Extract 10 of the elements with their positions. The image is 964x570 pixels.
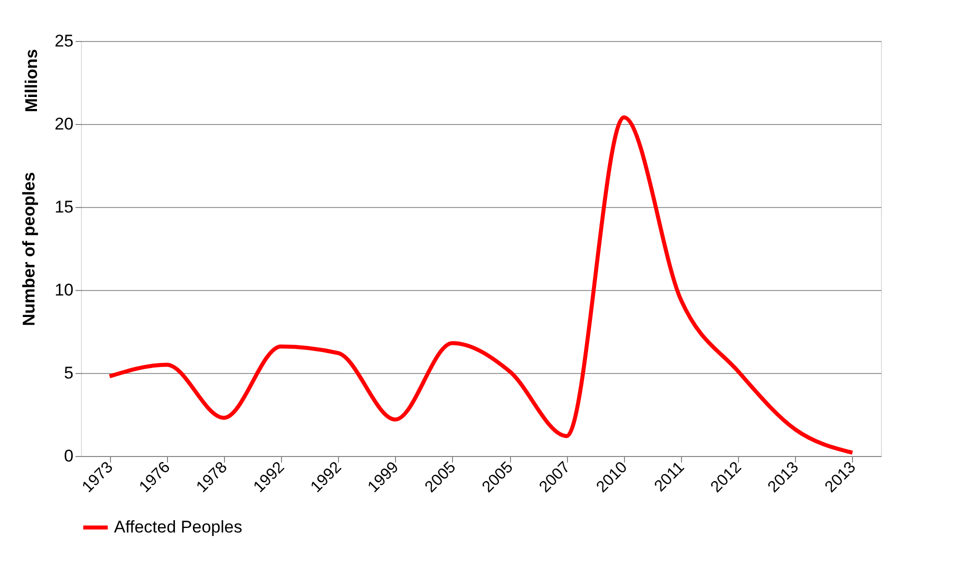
- y-tick-label: 15: [54, 198, 74, 216]
- y-tick-label: 0: [64, 446, 74, 466]
- y-tick-label: 5: [64, 364, 74, 382]
- line-series: [108, 115, 854, 455]
- y-axis-title: Number of peoples: [20, 172, 39, 326]
- y-tick-label: 10: [54, 280, 74, 300]
- text: Millions: [22, 49, 41, 112]
- legend-label: Affected Peoples: [114, 518, 242, 536]
- y-tick-label: 20: [54, 114, 74, 134]
- y-tick-label: 25: [54, 32, 74, 50]
